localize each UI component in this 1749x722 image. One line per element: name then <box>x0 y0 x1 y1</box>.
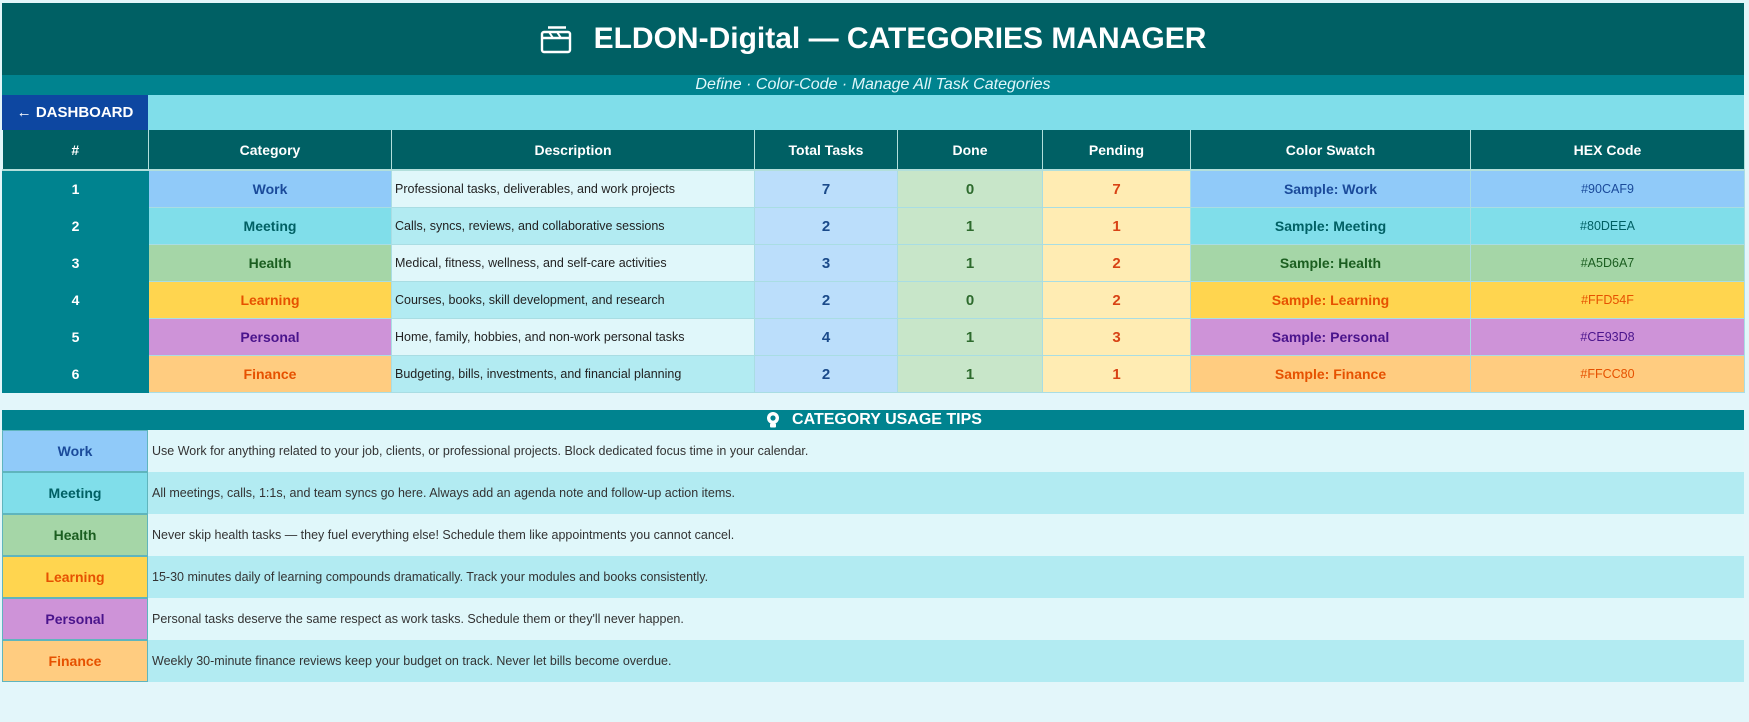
tip-text[interactable]: Never skip health tasks — they fuel ever… <box>152 528 735 542</box>
color-swatch-cell[interactable]: Sample: Health <box>1190 244 1471 282</box>
hex-code-cell[interactable]: #FFCC80 <box>1470 355 1745 393</box>
row-number[interactable]: 2 <box>2 207 149 245</box>
done-cell[interactable]: 0 <box>897 169 1043 208</box>
table-header-row: # Category Description Total Tasks Done … <box>2 130 1745 171</box>
hex-code-cell[interactable]: #FFD54F <box>1470 281 1745 319</box>
description-cell[interactable]: Professional tasks, deliverables, and wo… <box>391 169 755 208</box>
color-swatch-cell[interactable]: Sample: Learning <box>1190 281 1471 319</box>
total-tasks-cell[interactable]: 4 <box>754 318 898 356</box>
description-cell[interactable]: Medical, fitness, wellness, and self-car… <box>391 244 755 282</box>
nav-row: ← DASHBOARD <box>2 95 1744 130</box>
categories-table: # Category Description Total Tasks Done … <box>2 130 1745 393</box>
page-subtitle: Define · Color-Code · Manage All Task Ca… <box>695 76 1051 93</box>
tip-row: Learning 15-30 minutes daily of learning… <box>2 556 1744 598</box>
table-row: 5 Personal Home, family, hobbies, and no… <box>2 318 1745 356</box>
pending-cell[interactable]: 1 <box>1042 355 1191 393</box>
tip-row: Meeting All meetings, calls, 1:1s, and t… <box>2 472 1744 514</box>
col-header-category: Category <box>148 130 392 171</box>
tip-category-label[interactable]: Work <box>2 430 148 472</box>
color-swatch-cell[interactable]: Sample: Personal <box>1190 318 1471 356</box>
category-cell[interactable]: Work <box>148 169 392 208</box>
col-header-done: Done <box>897 130 1043 171</box>
description-cell[interactable]: Calls, syncs, reviews, and collaborative… <box>391 207 755 245</box>
col-header-total-tasks: Total Tasks <box>754 130 898 171</box>
tips-title: CATEGORY USAGE TIPS <box>792 411 982 428</box>
col-header-hex-code: HEX Code <box>1470 130 1745 171</box>
row-number[interactable]: 6 <box>2 355 149 393</box>
done-cell[interactable]: 1 <box>897 318 1043 356</box>
color-swatch-cell[interactable]: Sample: Finance <box>1190 355 1471 393</box>
color-swatch-cell[interactable]: Sample: Work <box>1190 169 1471 208</box>
category-cell[interactable]: Meeting <box>148 207 392 245</box>
category-cell[interactable]: Finance <box>148 355 392 393</box>
done-cell[interactable]: 1 <box>897 207 1043 245</box>
tip-text[interactable]: Use Work for anything related to your jo… <box>152 444 809 458</box>
section-spacer <box>2 393 1744 410</box>
tip-row: Health Never skip health tasks — they fu… <box>2 514 1744 556</box>
row-number[interactable]: 5 <box>2 318 149 356</box>
tip-row: Finance Weekly 30-minute finance reviews… <box>2 640 1744 682</box>
tip-row: Work Use Work for anything related to yo… <box>2 430 1744 472</box>
tip-category-label[interactable]: Meeting <box>2 472 148 514</box>
tip-row: Personal Personal tasks deserve the same… <box>2 598 1744 640</box>
page-title: ELDON-Digital — CATEGORIES MANAGER <box>593 22 1207 55</box>
pending-cell[interactable]: 1 <box>1042 207 1191 245</box>
color-swatch-cell[interactable]: Sample: Meeting <box>1190 207 1471 245</box>
total-tasks-cell[interactable]: 2 <box>754 207 898 245</box>
col-header-description: Description <box>391 130 755 171</box>
hex-code-cell[interactable]: #CE93D8 <box>1470 318 1745 356</box>
title-bar: ELDON-Digital — CATEGORIES MANAGER <box>2 3 1744 75</box>
hex-code-cell[interactable]: #A5D6A7 <box>1470 244 1745 282</box>
subtitle-bar: Define · Color-Code · Manage All Task Ca… <box>2 75 1744 95</box>
tip-text[interactable]: 15-30 minutes daily of learning compound… <box>152 570 709 584</box>
tip-category-label[interactable]: Personal <box>2 598 148 640</box>
table-row: 6 Finance Budgeting, bills, investments,… <box>2 355 1745 393</box>
categories-sheet: ELDON-Digital — CATEGORIES MANAGER Defin… <box>2 3 1745 682</box>
description-cell[interactable]: Budgeting, bills, investments, and finan… <box>391 355 755 393</box>
done-cell[interactable]: 1 <box>897 244 1043 282</box>
tip-category-label[interactable]: Learning <box>2 556 148 598</box>
hex-code-cell[interactable]: #80DEEA <box>1470 207 1745 245</box>
row-number[interactable]: 3 <box>2 244 149 282</box>
dashboard-button[interactable]: ← DASHBOARD <box>2 95 148 130</box>
category-cell[interactable]: Personal <box>148 318 392 356</box>
category-cell[interactable]: Learning <box>148 281 392 319</box>
col-header-pending: Pending <box>1042 130 1191 171</box>
pending-cell[interactable]: 3 <box>1042 318 1191 356</box>
tip-text[interactable]: All meetings, calls, 1:1s, and team sync… <box>152 486 735 500</box>
tip-category-label[interactable]: Finance <box>2 640 148 682</box>
row-number[interactable]: 4 <box>2 281 149 319</box>
pending-cell[interactable]: 2 <box>1042 281 1191 319</box>
pending-cell[interactable]: 7 <box>1042 169 1191 208</box>
lightbulb-icon <box>767 412 780 428</box>
done-cell[interactable]: 1 <box>897 355 1043 393</box>
done-cell[interactable]: 0 <box>897 281 1043 319</box>
tip-category-label[interactable]: Health <box>2 514 148 556</box>
pending-cell[interactable]: 2 <box>1042 244 1191 282</box>
total-tasks-cell[interactable]: 3 <box>754 244 898 282</box>
col-header-color-swatch: Color Swatch <box>1190 130 1471 171</box>
col-header-num: # <box>2 130 149 171</box>
total-tasks-cell[interactable]: 2 <box>754 355 898 393</box>
total-tasks-cell[interactable]: 2 <box>754 281 898 319</box>
table-row: 2 Meeting Calls, syncs, reviews, and col… <box>2 207 1745 245</box>
clapperboard-icon <box>540 26 571 54</box>
tip-text[interactable]: Personal tasks deserve the same respect … <box>152 612 684 626</box>
table-row: 4 Learning Courses, books, skill develop… <box>2 281 1745 319</box>
table-row: 1 Work Professional tasks, deliverables,… <box>2 169 1745 208</box>
row-number[interactable]: 1 <box>2 169 149 208</box>
table-row: 3 Health Medical, fitness, wellness, and… <box>2 244 1745 282</box>
tips-header: CATEGORY USAGE TIPS <box>2 410 1744 430</box>
description-cell[interactable]: Courses, books, skill development, and r… <box>391 281 755 319</box>
description-cell[interactable]: Home, family, hobbies, and non-work pers… <box>391 318 755 356</box>
total-tasks-cell[interactable]: 7 <box>754 169 898 208</box>
tip-text[interactable]: Weekly 30-minute finance reviews keep yo… <box>152 654 672 668</box>
category-cell[interactable]: Health <box>148 244 392 282</box>
hex-code-cell[interactable]: #90CAF9 <box>1470 169 1745 208</box>
